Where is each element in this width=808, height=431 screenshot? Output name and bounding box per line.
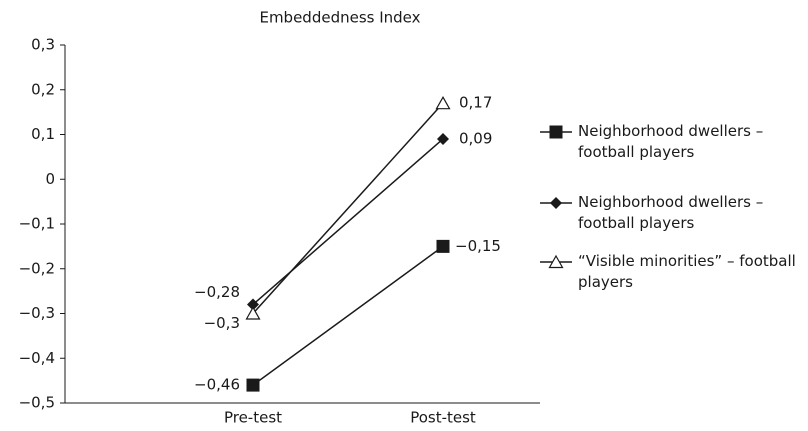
y-tick-label: 0,2 [31,80,55,98]
series-line [252,138,444,306]
y-tick-label: −0,1 [19,215,55,233]
data-label: 0,09 [459,129,492,147]
marker [548,254,564,269]
data-label: 0,17 [459,94,492,112]
marker [246,378,260,392]
data-label: −0,28 [194,283,240,301]
marker [437,132,449,145]
marker [550,197,562,209]
data-label: −0,46 [194,376,240,394]
marker [245,306,261,320]
series-line [252,102,444,315]
marker [549,125,563,139]
marker [436,239,450,253]
series-line [252,245,444,386]
y-tick-label: −0,5 [19,394,55,412]
y-tick-label: −0,4 [19,349,55,367]
y-tick-label: 0 [45,170,55,188]
y-tick-label: 0,1 [31,125,55,143]
data-label: −0,3 [204,314,240,332]
x-tick-label: Pre-test [224,409,282,427]
legend-label: “Visible minorities” – football players [578,252,796,291]
marker [435,95,451,110]
y-tick-label: 0,3 [31,36,55,54]
y-tick-label: −0,3 [19,304,55,322]
chart-title: Embeddedness Index [259,9,420,27]
data-label: −0,15 [455,237,501,255]
legend-label: Neighborhood dwellers – football players [578,193,764,232]
legend-label: Neighborhood dwellers – football players [578,122,764,161]
x-tick-label: Post-test [410,409,476,427]
y-tick-label: −0,2 [19,259,55,277]
marker [247,298,259,311]
